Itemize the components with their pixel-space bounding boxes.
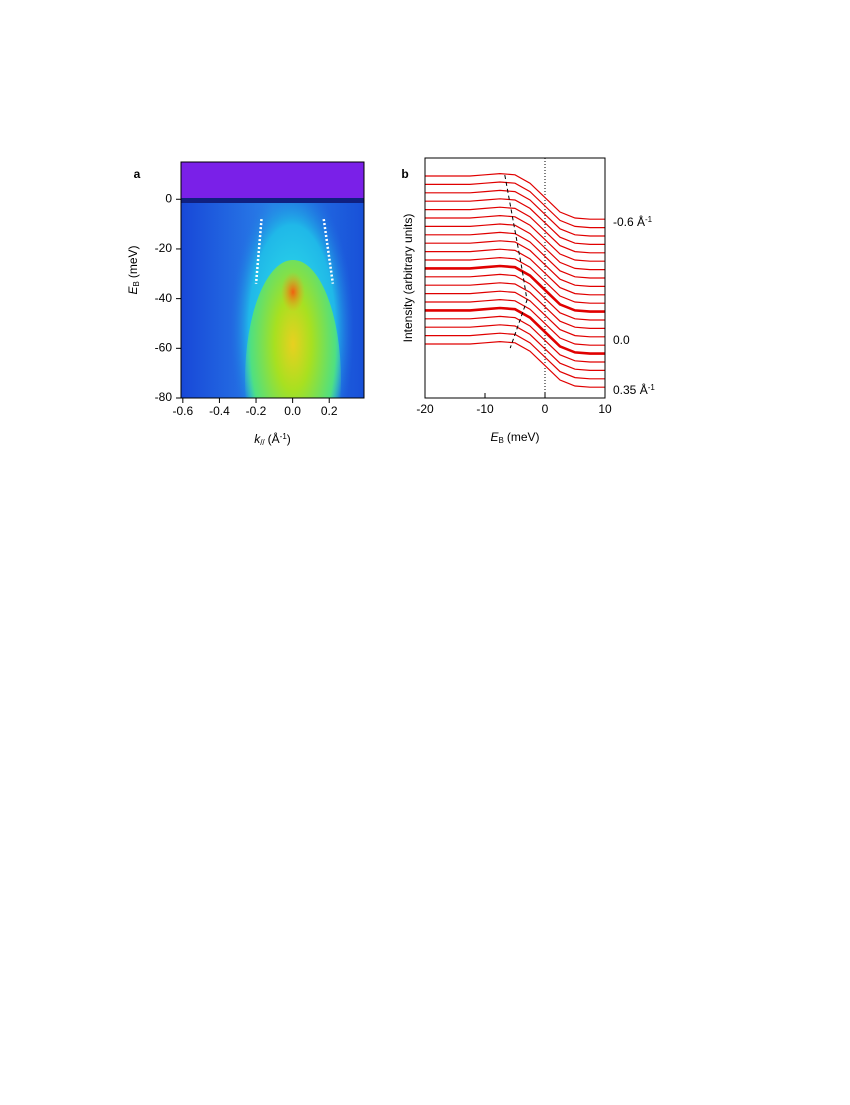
curve <box>425 340 605 388</box>
curve <box>425 214 605 262</box>
curve <box>425 240 605 287</box>
y-axis-label: EB (meV) <box>126 245 140 294</box>
panel-label: b <box>401 167 408 181</box>
curve <box>425 206 605 254</box>
curve <box>425 181 605 229</box>
label-part: B <box>132 281 141 286</box>
curve <box>425 256 605 304</box>
guide-line <box>254 219 263 284</box>
curve <box>425 264 605 313</box>
curve <box>425 198 605 245</box>
label-part: -1 <box>648 383 656 392</box>
curve-label: 0.35 Å-1 <box>613 382 655 397</box>
panel-label: a <box>134 167 141 181</box>
curve <box>425 189 605 237</box>
x-tick-label: -0.6 <box>172 404 193 418</box>
plot-frame <box>424 157 606 399</box>
x-axis-label: k//(Å-1) <box>254 431 291 446</box>
x-tick-label: -20 <box>416 402 434 416</box>
y-tick-label: -60 <box>155 340 173 354</box>
x-tick-label: 0 <box>542 402 549 416</box>
curve <box>425 324 605 371</box>
label-part: (meV) <box>507 430 540 444</box>
curve <box>425 273 605 321</box>
y-tick-label: -40 <box>155 291 173 305</box>
x-tick-label: -0.2 <box>246 404 267 418</box>
label-part: E <box>490 430 499 444</box>
plot-frame <box>180 161 365 399</box>
label-part: E <box>126 286 140 295</box>
x-axis-label: EB (meV) <box>490 430 539 444</box>
curve <box>425 282 605 329</box>
label-part: B <box>499 436 504 445</box>
curve <box>425 223 605 271</box>
y-axis-label: Intensity (arbitrary units) <box>401 214 415 343</box>
label-part: 0.35 Å <box>613 382 648 397</box>
guide-line <box>322 218 335 284</box>
label-part: (Å <box>268 431 280 446</box>
label-part: -1 <box>280 432 288 441</box>
curve-label: -0.6 Å-1 <box>613 214 653 229</box>
heatmap-image <box>181 162 364 398</box>
y-tick-label: -80 <box>155 390 173 404</box>
curve <box>425 172 605 220</box>
y-tick-label: -20 <box>155 241 173 255</box>
label-part: -0.6 Å <box>613 214 645 229</box>
label-part: // <box>260 438 265 447</box>
curve <box>425 248 605 296</box>
curve <box>425 315 605 363</box>
curve <box>425 306 605 355</box>
y-tick-label: 0 <box>165 191 172 205</box>
curve <box>425 332 605 380</box>
curve <box>425 298 605 346</box>
x-tick-label: 0.2 <box>321 404 338 418</box>
label-part: 0.0 <box>613 333 630 347</box>
curve <box>425 231 605 279</box>
curve <box>425 290 605 338</box>
label-part: k <box>254 432 261 446</box>
x-tick-label: -10 <box>476 402 494 416</box>
x-tick-label: 10 <box>598 402 612 416</box>
label-part: ) <box>287 432 291 446</box>
x-tick-label: 0.0 <box>284 404 301 418</box>
label-part: -1 <box>645 215 653 224</box>
x-tick-label: -0.4 <box>209 404 230 418</box>
label-part: (meV) <box>126 245 140 278</box>
curve-label: 0.0 <box>613 333 630 347</box>
